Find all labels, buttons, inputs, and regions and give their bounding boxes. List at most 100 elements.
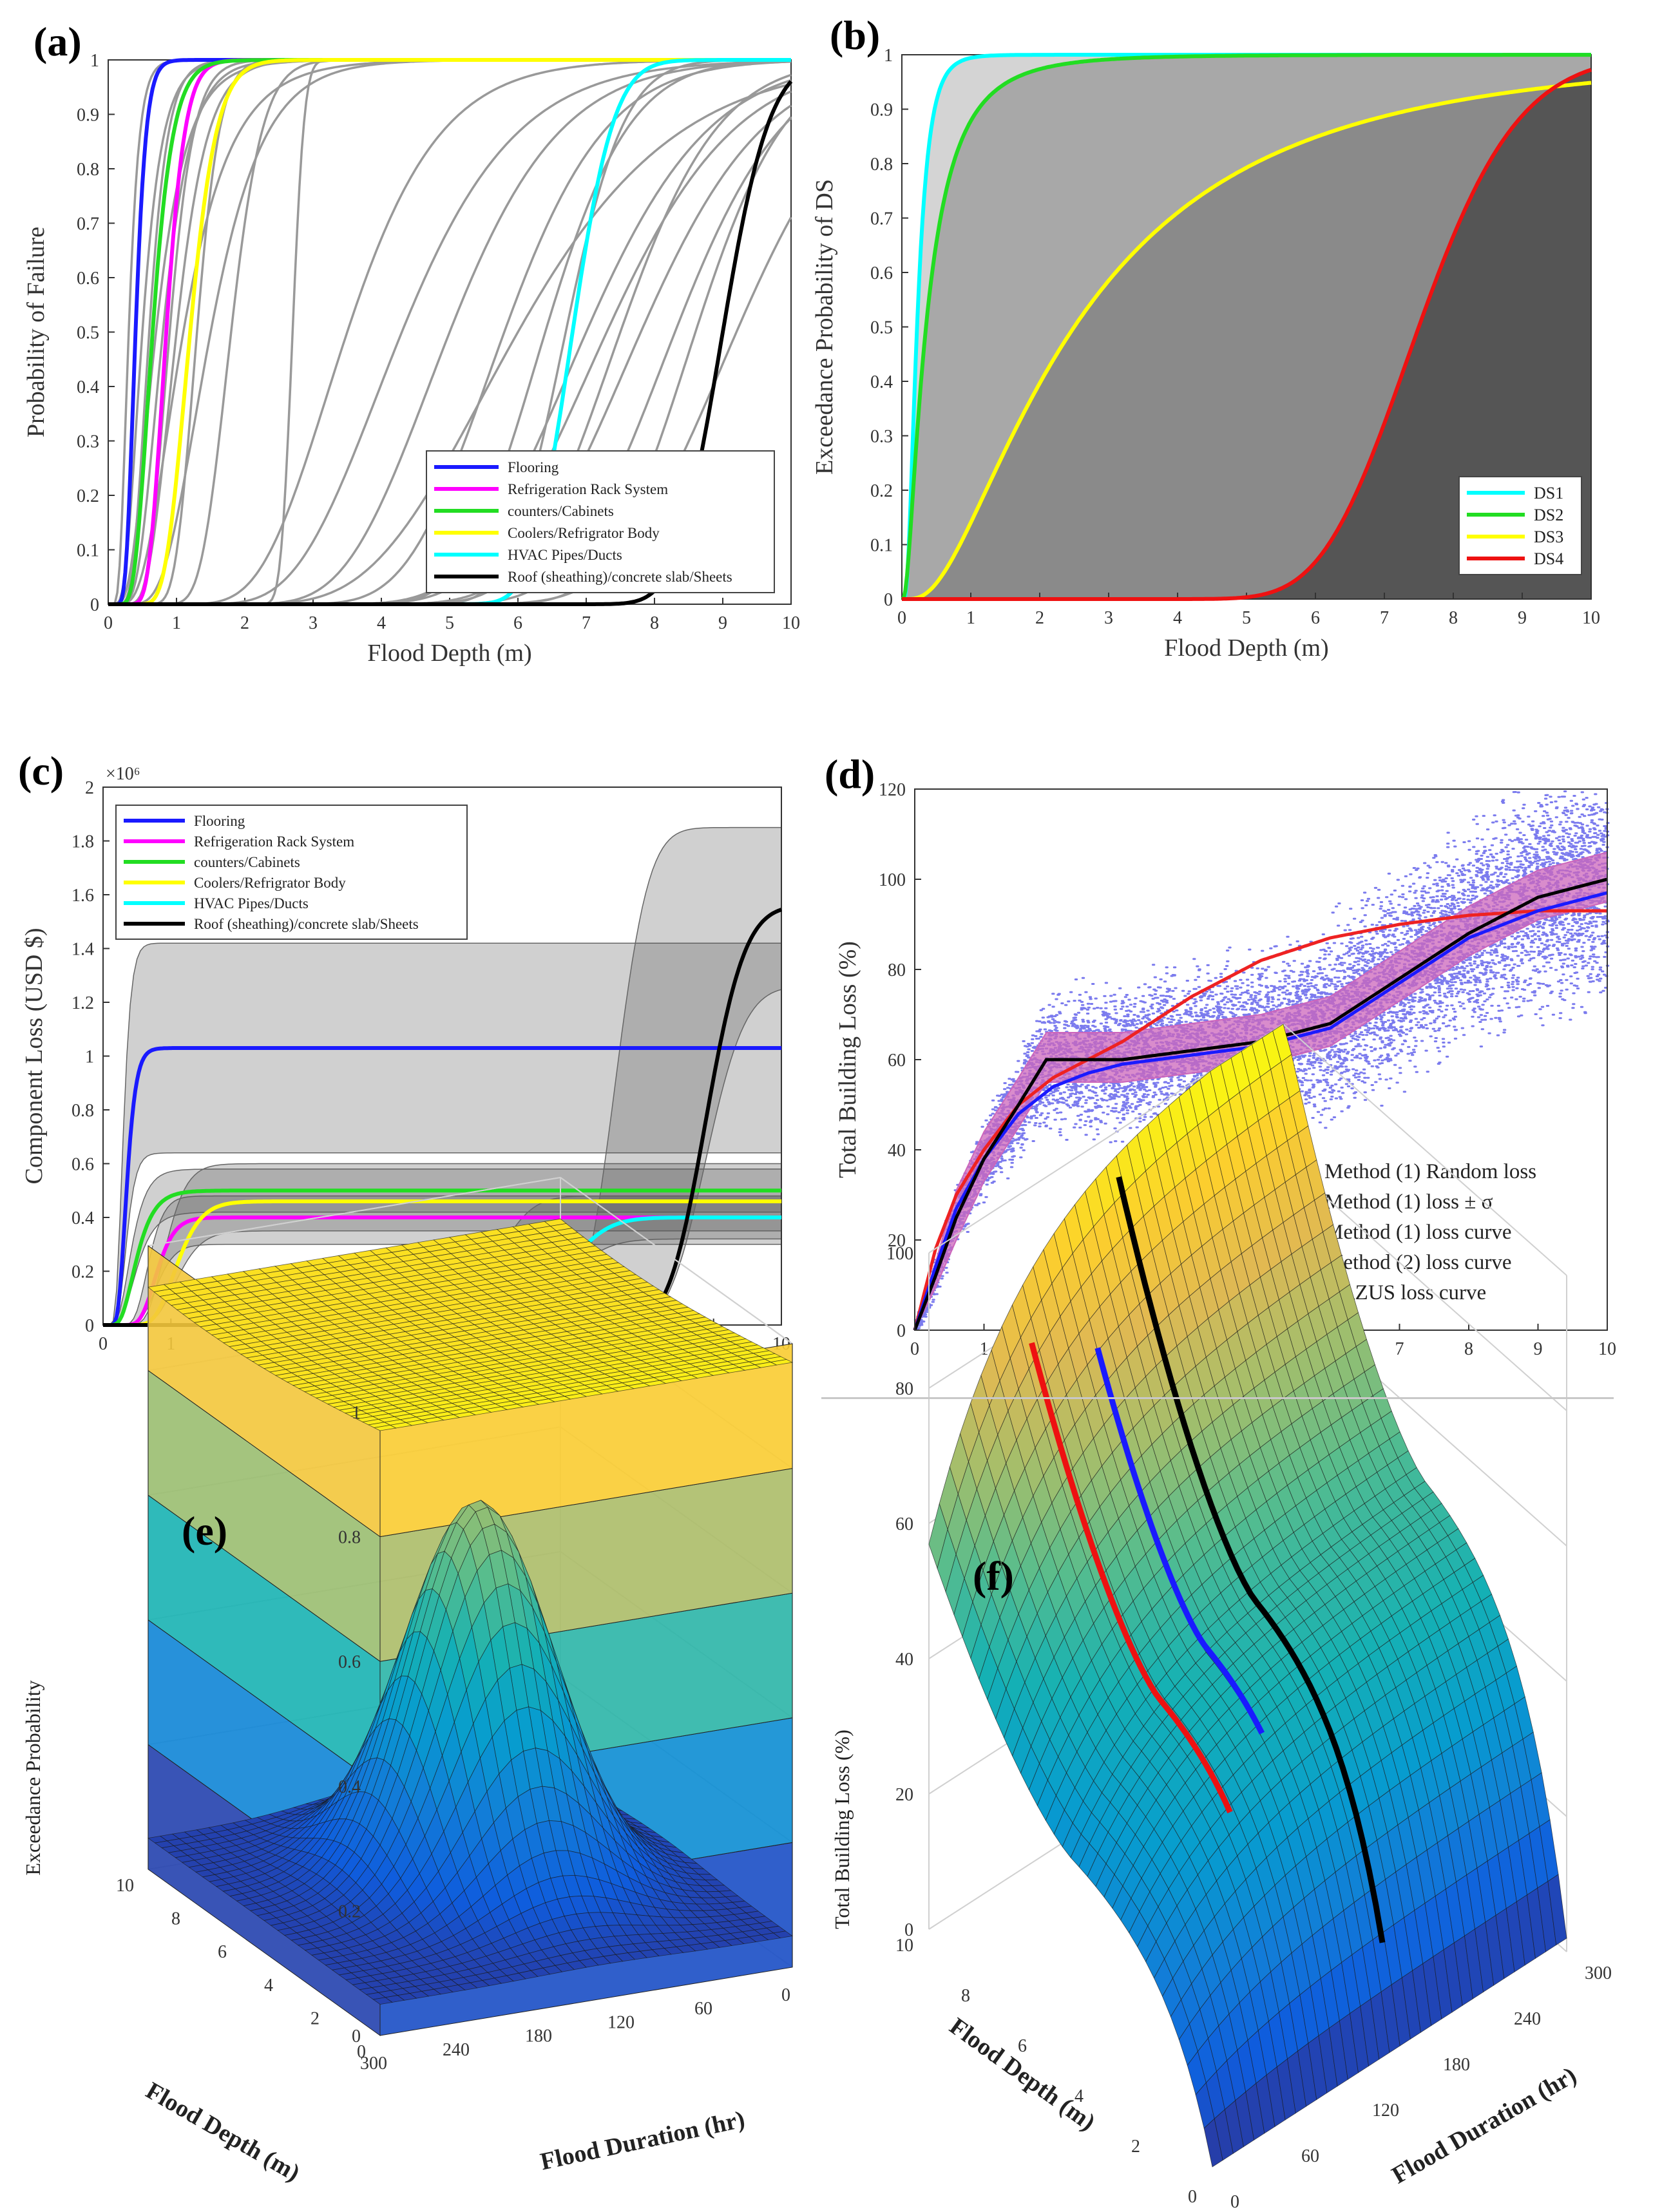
x-tick-label: 4 [1075, 2086, 1084, 2106]
z-tick-label: 0 [352, 2026, 361, 2046]
z-tick-label: 60 [895, 1514, 913, 1534]
z-tick-label: 0.4 [338, 1777, 361, 1797]
y-tick-label: 240 [443, 2040, 470, 2060]
x-tick-label: 2 [240, 613, 249, 633]
z-tick-label: 0.6 [338, 1652, 361, 1672]
x-tick-label: 10 [1582, 608, 1600, 628]
grid-line [1283, 1024, 1567, 1276]
legend-label: Method (1) loss curve [1324, 1221, 1512, 1244]
y-tick-label: 120 [879, 780, 906, 800]
legend-label: DS4 [1534, 549, 1563, 568]
x-tick-label: 10 [895, 1936, 913, 1956]
y-tick-label: 0.1 [77, 541, 99, 561]
x-tick-label: 10 [782, 613, 800, 633]
x-tick-label: 3 [309, 613, 318, 633]
y-tick-label: 2 [85, 778, 94, 798]
z-tick-label: 0.2 [338, 1902, 361, 1921]
x-tick-label: 10 [116, 1876, 134, 1896]
x-axis-label: Flood Depth (m) [1164, 634, 1328, 662]
z-tick-label: 80 [895, 1379, 913, 1399]
y-tick-label: 240 [1514, 2009, 1541, 2029]
y-tick-label: 0.4 [72, 1208, 94, 1228]
legend-label: Method (1) Random loss [1324, 1160, 1536, 1183]
x-tick-label: 3 [1104, 608, 1113, 628]
y-tick-label: 0.6 [870, 263, 893, 283]
legend-label: DS1 [1534, 484, 1563, 502]
x-tick-label: 8 [1449, 608, 1458, 628]
y-tick-label: 0.8 [870, 155, 893, 175]
y-tick-label: 0.5 [870, 318, 893, 338]
y-tick-label: 1 [884, 46, 893, 66]
chart-a: 0 1 2 3 4 5 6 7 8 9 10 0 0.1 0.2 0.3 0.4 0.5 0.6 0.7 0.8 0.9… [23, 51, 800, 667]
x-tick-label: 6 [1018, 2036, 1027, 2056]
surface-loss-curve [1029, 1342, 1233, 1814]
x-tick-label: 1 [966, 608, 975, 628]
legend-box [426, 450, 775, 593]
x-tick-label: 0 [99, 1334, 108, 1354]
y-tick-label: 120 [607, 2012, 635, 2032]
ds-area [902, 70, 1591, 600]
y-tick-label: 0.9 [77, 106, 99, 126]
legend-label: Refrigeration Rack System [508, 481, 668, 497]
x-tick-label: 5 [445, 613, 454, 633]
y-tick-label: 300 [360, 2054, 387, 2074]
y-tick-label: 0 [884, 590, 893, 610]
legend-label: Coolers/Refrigrator Body [508, 525, 660, 541]
grid-line [148, 1177, 561, 1246]
y-axis-label: Probability of Failure [23, 227, 50, 437]
y-multiplier: ×10⁶ [106, 764, 140, 784]
y-tick-label: 0.2 [870, 481, 893, 501]
z-tick-label: 100 [886, 1244, 913, 1264]
legend-label: Coolers/Refrigrator Body [194, 875, 346, 891]
y-tick-label: 1 [85, 1047, 94, 1067]
y-tick-label: 0.8 [72, 1101, 94, 1121]
panel-label-c: (c) [18, 748, 64, 794]
y-tick-label: 0.7 [870, 209, 893, 229]
y-tick-label: 1 [90, 51, 99, 71]
legend-label: HVAC Pipes/Ducts [194, 895, 309, 911]
z-axis-label: Exceedance Probability [21, 1681, 44, 1876]
y-tick-label: 0.5 [77, 323, 99, 343]
ds-curve [902, 81, 1592, 601]
legend-label: Refrigeration Rack System [194, 834, 354, 850]
x-tick-label: 4 [1173, 608, 1182, 628]
surface-loss-curve [1116, 1176, 1386, 1943]
y-tick-label: 0.7 [77, 215, 99, 234]
legend-label: Flooring [194, 813, 245, 829]
y-tick-label: 40 [888, 1141, 906, 1161]
panel-label-f: (f) [973, 1553, 1014, 1599]
x-tick-label: 2 [1131, 2137, 1140, 2157]
x-tick-label: 1 [172, 613, 181, 633]
y-tick-label: 0 [90, 595, 99, 615]
z-tick-label: 1 [352, 1403, 361, 1423]
x-tick-label: 9 [1534, 1339, 1543, 1359]
x-tick-label: 8 [1464, 1339, 1473, 1359]
legend-label: counters/Cabinets [194, 854, 300, 870]
grid-line [560, 1177, 793, 1344]
legend-box [115, 805, 468, 940]
y-tick-label: 0.4 [870, 372, 893, 392]
y-tick-label: 1.8 [72, 832, 94, 852]
z-axis-label: Total Building Loss (%) [830, 1730, 854, 1929]
y-tick-label: 0.2 [77, 486, 99, 506]
surface-patch [1272, 1024, 1292, 1063]
x-tick-label: 6 [513, 613, 522, 633]
y-axis-label: Flood Duration (hr) [1388, 2062, 1581, 2189]
y-tick-label: 0 [781, 1985, 790, 2005]
x-tick-label: 4 [264, 1976, 273, 1996]
panel-label-b: (b) [830, 12, 881, 58]
y-tick-label: 0.6 [77, 269, 99, 289]
y-axis-label: Component Loss (USD $) [21, 928, 48, 1185]
x-tick-label: 7 [1380, 608, 1389, 628]
y-tick-label: 1.4 [72, 940, 94, 960]
legend-label: counters/Cabinets [508, 503, 614, 519]
y-tick-label: 0.6 [72, 1155, 94, 1175]
x-axis-label: Flood Depth (m) [367, 640, 531, 667]
legend-label: Method (1) loss ± σ [1324, 1190, 1493, 1214]
x-tick-label: 0 [910, 1339, 919, 1359]
x-tick-label: 9 [1518, 608, 1527, 628]
x-tick-label: 9 [718, 613, 727, 633]
legend-label: Roof (sheathing)/concrete slab/Sheets [508, 569, 732, 585]
y-tick-label: 80 [888, 960, 906, 980]
